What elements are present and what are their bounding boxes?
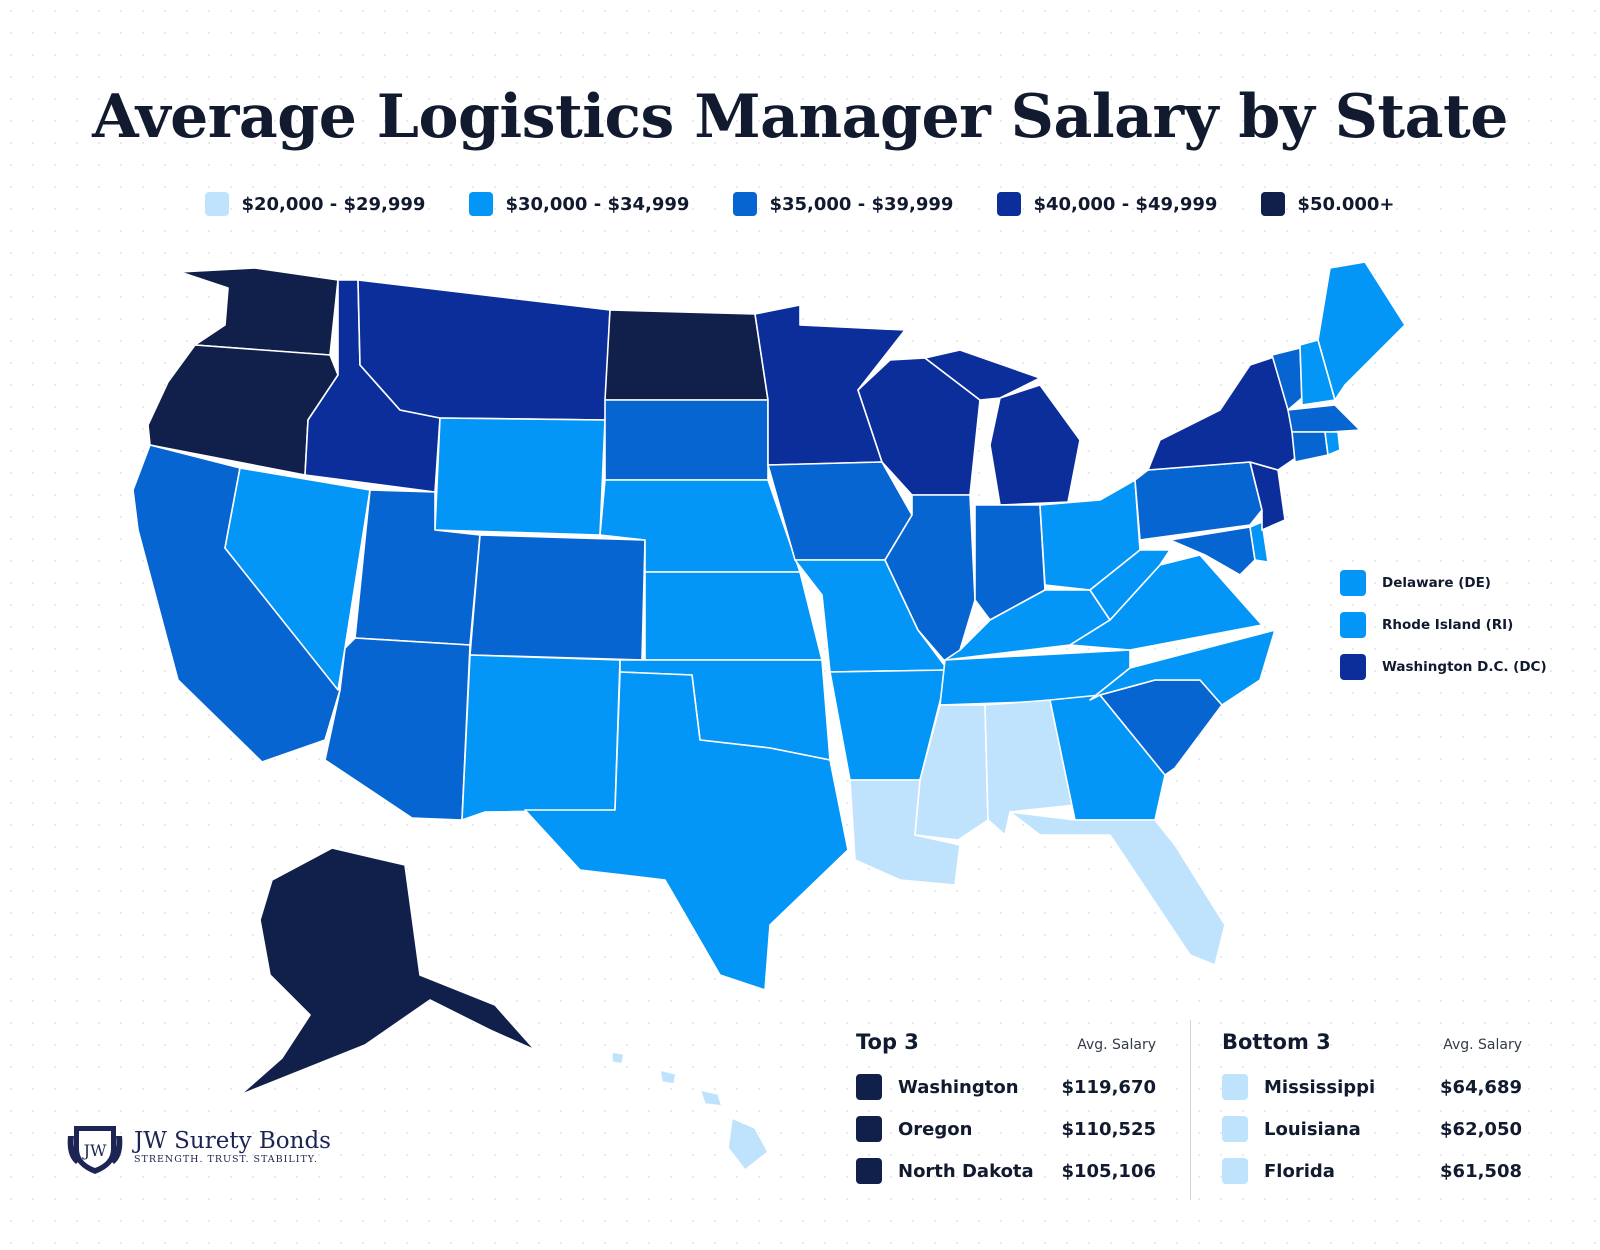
row-swatch [1222, 1116, 1248, 1142]
state-co [469, 534, 646, 661]
table-row: Mississippi $64,689 [1222, 1066, 1522, 1108]
brand-tagline: STRENGTH. TRUST. STABILITY. [134, 1153, 318, 1165]
legend-item-40k: $40,000 - $49,999 [997, 192, 1217, 216]
state-nm [461, 654, 621, 821]
page-title: Average Logistics Manager Salary by Stat… [92, 82, 1508, 152]
state-ma [1287, 404, 1361, 433]
state-sd [604, 399, 769, 481]
legend-label: $30,000 - $34,999 [505, 193, 690, 215]
state-fl [1009, 811, 1226, 966]
state-hi-big [727, 1117, 769, 1171]
row-state: Louisiana [1264, 1118, 1361, 1140]
state-shapes [132, 261, 1406, 1171]
legend-item-20k: $20,000 - $29,999 [205, 192, 425, 216]
row-state: North Dakota [898, 1160, 1034, 1182]
state-wv [1089, 549, 1171, 621]
state-ri [1324, 431, 1341, 456]
top3-header: Top 3 Avg. Salary [856, 1030, 1156, 1066]
state-hi-maui [699, 1089, 723, 1107]
legend-label: $50.000+ [1297, 193, 1395, 215]
legend-item-35k: $35,000 - $39,999 [733, 192, 953, 216]
row-salary: $110,525 [1061, 1118, 1156, 1140]
table-row: Florida $61,508 [1222, 1150, 1522, 1192]
state-mt [357, 279, 611, 421]
state-hi-oahu [659, 1069, 677, 1085]
row-swatch [856, 1074, 882, 1100]
state-nc [1089, 629, 1276, 706]
row-salary: $61,508 [1440, 1160, 1522, 1182]
small-state-dc: Washington D.C. (DC) [1340, 654, 1547, 680]
state-wy [434, 417, 606, 536]
legend-swatch [1340, 570, 1366, 596]
bottom3-header: Bottom 3 Avg. Salary [1222, 1030, 1522, 1066]
small-state-delaware: Delaware (DE) [1340, 570, 1547, 596]
top3-table: Top 3 Avg. Salary Washington $119,670 Or… [856, 1030, 1156, 1192]
legend-swatch [1340, 654, 1366, 680]
row-swatch [856, 1116, 882, 1142]
crest-icon: JW [67, 1126, 123, 1174]
table-row: Louisiana $62,050 [1222, 1108, 1522, 1150]
legend-label: $20,000 - $29,999 [241, 193, 426, 215]
row-swatch [1222, 1074, 1248, 1100]
state-nd [604, 309, 769, 401]
crest-monogram: JW [82, 1141, 107, 1160]
legend-swatch [997, 192, 1022, 216]
row-state: Mississippi [1264, 1076, 1376, 1098]
legend-swatch [1261, 192, 1286, 216]
brand-text: JW Surety Bonds STRENGTH. TRUST. STABILI… [134, 1128, 331, 1165]
row-state: Florida [1264, 1160, 1335, 1182]
state-ak [239, 847, 536, 1096]
table-row: North Dakota $105,106 [856, 1150, 1156, 1192]
state-ks [644, 571, 823, 661]
row-state: Washington [898, 1076, 1019, 1098]
small-state-rhode-island: Rhode Island (RI) [1340, 612, 1547, 638]
small-states-legend: Delaware (DE) Rhode Island (RI) Washingt… [1340, 570, 1547, 696]
state-az [324, 637, 471, 821]
bottom3-table: Bottom 3 Avg. Salary Mississippi $64,689… [1222, 1030, 1522, 1192]
state-ct [1291, 431, 1329, 463]
table-divider [1190, 1020, 1191, 1200]
legend-label: $35,000 - $39,999 [769, 193, 954, 215]
small-state-label: Delaware (DE) [1382, 575, 1491, 591]
table-row: Oregon $110,525 [856, 1108, 1156, 1150]
row-salary: $62,050 [1440, 1118, 1522, 1140]
legend-label: $40,000 - $49,999 [1033, 193, 1218, 215]
state-nv [224, 467, 371, 691]
row-salary: $105,106 [1061, 1160, 1156, 1182]
row-salary: $119,670 [1061, 1076, 1156, 1098]
state-ga [1049, 694, 1166, 821]
state-tx [524, 671, 849, 991]
state-me [1317, 261, 1406, 401]
state-mi-up [924, 349, 1041, 401]
state-wa [179, 267, 339, 356]
state-hi-kauai [611, 1051, 625, 1065]
top3-subheading: Avg. Salary [1077, 1037, 1156, 1053]
state-mi [989, 384, 1081, 506]
brand-logo: JW JW Surety Bonds STRENGTH. TRUST. STAB… [66, 1116, 331, 1176]
color-legend: $20,000 - $29,999 $30,000 - $34,999 $35,… [0, 192, 1600, 216]
legend-swatch [1340, 612, 1366, 638]
row-swatch [1222, 1158, 1248, 1184]
row-swatch [856, 1158, 882, 1184]
row-state: Oregon [898, 1118, 973, 1140]
bottom3-heading: Bottom 3 [1222, 1030, 1331, 1054]
state-md [1169, 526, 1256, 576]
brand-name: JW Surety Bonds [134, 1127, 331, 1154]
legend-item-50k: $50.000+ [1261, 192, 1395, 216]
bottom3-subheading: Avg. Salary [1443, 1037, 1522, 1053]
small-state-label: Rhode Island (RI) [1382, 617, 1514, 633]
legend-item-30k: $30,000 - $34,999 [469, 192, 689, 216]
row-salary: $64,689 [1440, 1076, 1522, 1098]
state-wi [857, 357, 981, 496]
legend-swatch [205, 192, 230, 216]
table-row: Washington $119,670 [856, 1066, 1156, 1108]
small-state-label: Washington D.C. (DC) [1382, 659, 1547, 675]
legend-swatch [733, 192, 758, 216]
top3-heading: Top 3 [856, 1030, 919, 1054]
legend-swatch [469, 192, 494, 216]
state-de [1249, 521, 1269, 563]
